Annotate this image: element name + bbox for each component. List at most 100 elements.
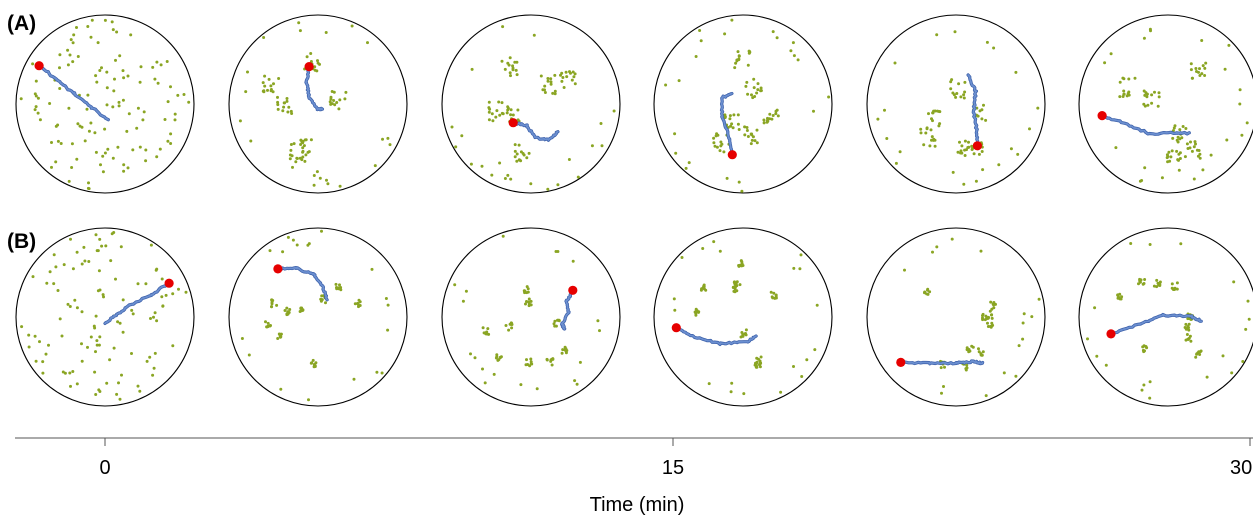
food-dot bbox=[332, 99, 336, 102]
food-dot bbox=[89, 335, 93, 339]
food-dot bbox=[270, 298, 274, 302]
food-dot bbox=[105, 381, 109, 385]
food-dot bbox=[701, 247, 705, 250]
food-dot bbox=[509, 113, 513, 117]
food-dot bbox=[590, 144, 594, 148]
food-dot bbox=[1125, 94, 1129, 98]
food-dot bbox=[352, 377, 356, 381]
food-dot bbox=[1150, 93, 1154, 97]
head-marker bbox=[34, 61, 44, 71]
food-dot bbox=[1109, 52, 1113, 56]
food-dot bbox=[729, 390, 733, 394]
food-dot bbox=[962, 182, 966, 186]
food-dot bbox=[315, 170, 319, 174]
food-dot bbox=[350, 24, 354, 28]
food-dot bbox=[1116, 296, 1120, 300]
food-dot bbox=[755, 91, 759, 95]
food-dot bbox=[990, 321, 994, 325]
food-dot bbox=[774, 296, 778, 300]
food-dot bbox=[962, 96, 966, 100]
food-dot bbox=[276, 95, 279, 99]
food-dot bbox=[1185, 333, 1189, 336]
food-dot bbox=[876, 117, 880, 121]
food-dot bbox=[117, 104, 121, 108]
food-dot bbox=[1198, 67, 1201, 71]
food-dot bbox=[716, 133, 720, 137]
food-dot bbox=[545, 357, 549, 361]
food-dot bbox=[66, 302, 70, 306]
food-dot bbox=[41, 371, 45, 375]
food-dot bbox=[1225, 138, 1229, 142]
food-dot bbox=[1143, 104, 1147, 108]
food-dot bbox=[1168, 159, 1172, 163]
food-dot bbox=[779, 390, 783, 394]
arena-panel bbox=[866, 14, 1046, 194]
food-dot bbox=[1129, 242, 1133, 245]
arena-circle bbox=[1078, 14, 1253, 194]
food-dot bbox=[67, 106, 71, 110]
food-dot bbox=[497, 100, 501, 104]
food-dot bbox=[69, 38, 73, 42]
food-dot bbox=[1021, 321, 1025, 325]
head-marker bbox=[304, 62, 314, 72]
food-dot bbox=[1140, 388, 1144, 392]
food-dot bbox=[942, 385, 945, 388]
food-dot bbox=[52, 282, 56, 286]
food-dot bbox=[500, 59, 504, 63]
food-dot bbox=[529, 182, 533, 186]
food-dot bbox=[510, 326, 514, 330]
food-dot bbox=[117, 100, 121, 104]
track-path bbox=[899, 360, 984, 365]
food-dot bbox=[750, 93, 753, 97]
food-dot bbox=[86, 25, 90, 28]
food-dot bbox=[964, 367, 968, 371]
food-dot bbox=[1142, 350, 1146, 354]
head-marker bbox=[1097, 111, 1107, 121]
food-dot bbox=[571, 70, 575, 74]
arena-circle bbox=[441, 14, 621, 194]
food-dot bbox=[264, 320, 267, 324]
food-dot bbox=[481, 326, 485, 330]
food-dot bbox=[929, 128, 933, 132]
food-dot bbox=[1205, 375, 1209, 379]
food-dot bbox=[344, 90, 348, 94]
food-dot bbox=[163, 118, 167, 121]
food-dot bbox=[329, 102, 333, 106]
food-dot bbox=[120, 373, 123, 377]
food-dot bbox=[731, 126, 735, 130]
food-dot bbox=[575, 382, 579, 386]
food-dot bbox=[992, 46, 996, 50]
food-dot bbox=[83, 139, 87, 143]
food-dot bbox=[461, 299, 465, 303]
food-dot bbox=[935, 33, 939, 37]
food-dot bbox=[121, 98, 125, 102]
tick-label-30: 30 bbox=[1230, 457, 1252, 479]
food-dot bbox=[550, 363, 554, 367]
food-dot bbox=[571, 259, 575, 263]
food-dot bbox=[565, 75, 569, 79]
food-dot bbox=[755, 141, 759, 145]
food-dot bbox=[281, 109, 285, 113]
food-dot bbox=[36, 96, 40, 100]
food-dot bbox=[728, 114, 732, 118]
food-dot bbox=[316, 59, 319, 63]
food-dot bbox=[720, 142, 724, 146]
food-dot bbox=[269, 324, 272, 327]
food-dot bbox=[1014, 374, 1018, 378]
food-dot bbox=[827, 95, 831, 99]
food-dot bbox=[1203, 74, 1207, 77]
food-dot bbox=[1178, 151, 1182, 155]
food-dot bbox=[990, 313, 993, 317]
food-dot bbox=[266, 325, 270, 329]
food-dot bbox=[1104, 363, 1108, 367]
food-dot bbox=[312, 183, 316, 187]
food-dot bbox=[1030, 315, 1034, 319]
food-dot bbox=[1221, 354, 1225, 358]
food-dot bbox=[740, 264, 744, 268]
food-dot bbox=[1200, 72, 1204, 76]
food-dot bbox=[299, 138, 303, 142]
food-dot bbox=[698, 29, 702, 32]
food-dot bbox=[1194, 355, 1198, 359]
food-dot bbox=[985, 40, 989, 44]
food-dot bbox=[304, 153, 308, 157]
